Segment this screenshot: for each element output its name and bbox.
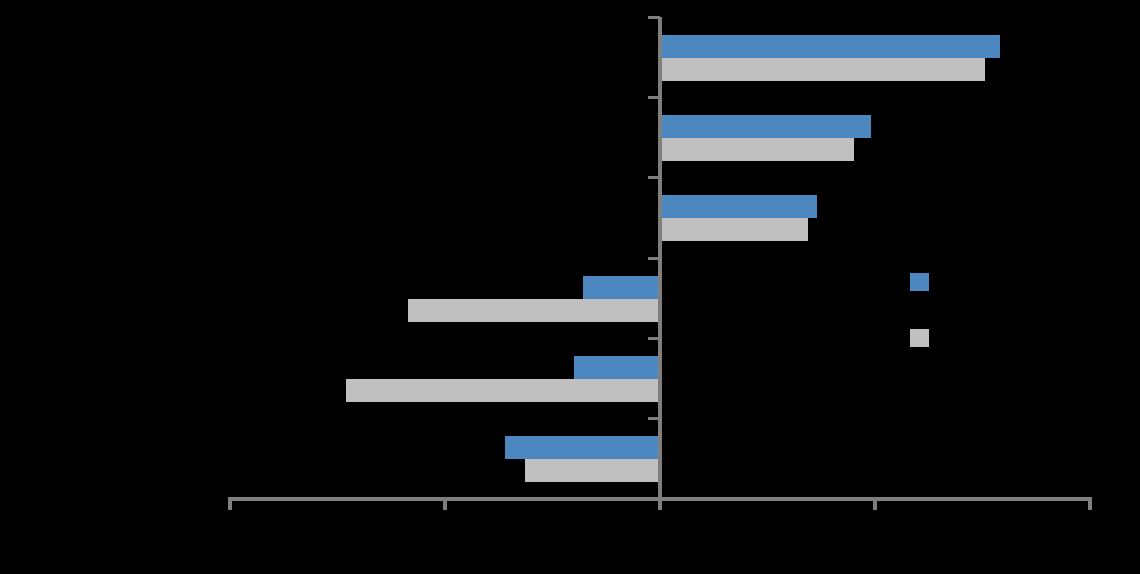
bar-category1-series2 [660, 58, 985, 81]
category-axis-line [658, 17, 662, 498]
category-axis-tick [648, 497, 660, 500]
value-axis-tick [658, 497, 662, 510]
value-axis-tick [228, 497, 232, 510]
bar-category5-series2 [346, 379, 660, 402]
legend-swatch-series2 [910, 329, 929, 347]
category-axis-tick [648, 337, 660, 340]
bar-category3-series1 [660, 195, 817, 218]
category-axis-tick [648, 417, 660, 420]
bar-category3-series2 [660, 218, 808, 241]
value-axis-tick [1088, 497, 1092, 510]
category-axis-tick [648, 16, 660, 19]
bar-category4-series1 [583, 276, 660, 299]
bar-category2-series1 [660, 115, 871, 138]
bar-category2-series2 [660, 138, 854, 161]
value-axis-tick [443, 497, 447, 510]
bar-category1-series1 [660, 35, 1000, 58]
value-axis-tick [873, 497, 877, 510]
category-axis-tick [648, 96, 660, 99]
category-axis-tick [648, 257, 660, 260]
category-axis-tick [648, 176, 660, 179]
bar-category6-series2 [525, 459, 660, 482]
legend-swatch-series1 [910, 273, 929, 291]
bar-category6-series1 [505, 436, 660, 459]
bar-category4-series2 [408, 299, 660, 322]
bar-category5-series1 [574, 356, 660, 379]
